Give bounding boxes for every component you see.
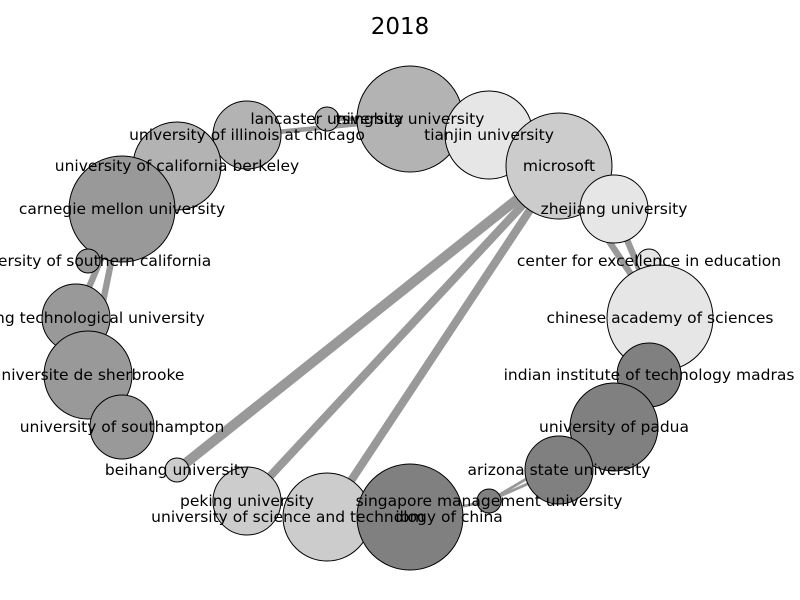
edge-microsoft-ustc (323, 163, 563, 520)
node-label-lancaster: lancaster university (250, 110, 403, 128)
node-label-asu: arizona state university (468, 461, 651, 479)
node-label-southampton: university of southampton (20, 418, 225, 436)
edge-microsoft-beihang (173, 162, 563, 474)
node-uic (212, 100, 282, 170)
node-label-microsoft: microsoft (523, 157, 595, 175)
node-usc (75, 248, 101, 274)
node-smu (476, 488, 502, 514)
edge-microsoft-peking (243, 163, 563, 504)
node-beihang (164, 457, 190, 483)
node-ibm (356, 463, 464, 571)
node-label-sherbrooke: universite de sherbrooke (0, 366, 184, 384)
node-label-berkeley: university of california berkeley (55, 157, 299, 175)
node-label-iitm: indian institute of technology madras (504, 366, 795, 384)
node-lancaster (314, 106, 340, 132)
node-label-zhejiang: zhejiang university (541, 200, 688, 218)
node-layer (41, 65, 714, 571)
node-label-ustc: university of science and technology of … (151, 508, 503, 526)
node-asu (524, 435, 594, 505)
node-label-cmu: carnegie mellon university (19, 200, 225, 218)
node-label-cas: chinese academy of sciences (547, 309, 774, 327)
node-padua (569, 382, 659, 472)
node-label-tianjin: tianjin university (424, 126, 554, 144)
node-label-beihang: beihang university (105, 461, 249, 479)
node-label-cee: center for excellence in education (517, 252, 781, 270)
node-cmu (68, 155, 176, 263)
node-label-ibm: ibm (395, 508, 424, 526)
node-label-ntu: nanyang technological university (0, 309, 205, 327)
node-label-tsinghua: tsinghua university (336, 110, 485, 128)
node-zhejiang (579, 174, 649, 244)
node-label-usc: university of southern california (0, 252, 211, 270)
node-southampton (89, 394, 155, 460)
diagram-title: 2018 (371, 14, 430, 40)
node-label-uic: university of illinois at chicago (129, 126, 365, 144)
node-label-smu: singapore management university (356, 492, 623, 510)
node-peking (212, 466, 282, 536)
node-label-peking: peking university (180, 492, 314, 510)
node-label-padua: university of padua (539, 418, 689, 436)
